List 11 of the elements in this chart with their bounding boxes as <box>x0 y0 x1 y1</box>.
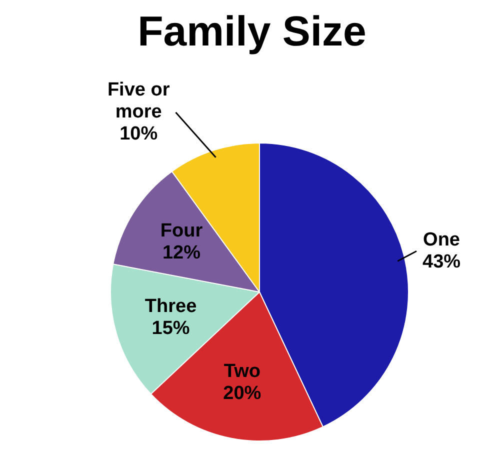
data-label: 15% <box>152 318 190 340</box>
slice-label: Two <box>224 360 260 382</box>
slice-label: Four <box>160 220 204 242</box>
data-label: 12% <box>162 242 201 264</box>
data-label: 10% <box>120 124 158 145</box>
data-label: 20% <box>223 382 262 404</box>
slice-label: Five or more <box>107 80 170 123</box>
slice-label: Three <box>144 296 197 318</box>
slice-label: One <box>423 229 460 250</box>
chart-title: Family Size <box>138 8 366 55</box>
data-label: 43% <box>422 251 461 272</box>
